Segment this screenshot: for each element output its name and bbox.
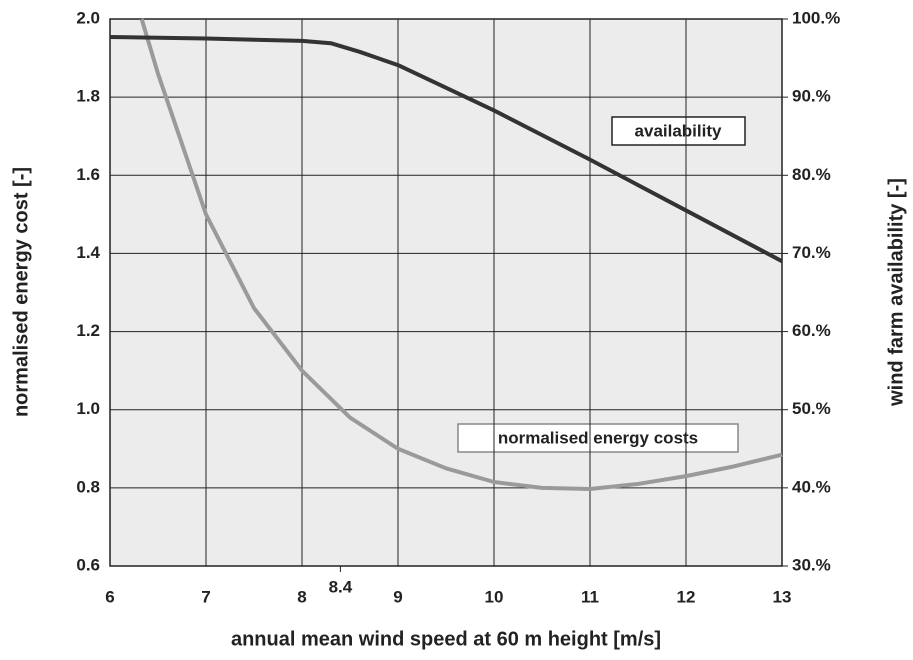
plot-area <box>109 18 783 567</box>
y-tick-label: 1.2 <box>76 321 100 340</box>
line-series <box>109 34 783 264</box>
y2-tick-label: 80.% <box>792 165 831 184</box>
y-tick-label: 1.4 <box>76 243 100 262</box>
x-tick-label: 11 <box>581 587 599 606</box>
x-tick-label: 13 <box>773 587 792 606</box>
y-tick-label: 0.8 <box>76 477 100 496</box>
y2-tick-label: 50.% <box>792 399 831 418</box>
y-axis-label: normalised energy cost [-] <box>10 167 32 417</box>
y-tick-label: 1.6 <box>76 165 100 184</box>
y-tick-label: 1.8 <box>76 87 100 106</box>
y-tick-label: 1.0 <box>76 399 100 418</box>
y2-tick-label: 40.% <box>792 477 831 496</box>
y-tick-label: 0.6 <box>76 555 100 574</box>
y2-tick-label: 70.% <box>792 243 831 262</box>
annotation: normalised energy costs <box>498 428 698 447</box>
x-tick-label: 12 <box>677 587 696 606</box>
y2-tick-label: 90.% <box>792 87 831 106</box>
x-tick-label: 7 <box>201 587 210 606</box>
annotation: availability <box>635 121 722 140</box>
x-axis-label: annual mean wind speed at 60 m height [m… <box>231 628 661 650</box>
x-tick-label: 8 <box>297 587 306 606</box>
y2-tick-label: 60.% <box>792 321 831 340</box>
x-tick-label: 6 <box>105 587 114 606</box>
y2-tick-label: 30.% <box>792 555 831 574</box>
x-tick-label: 8.4 <box>329 577 353 596</box>
x-tick-label: 9 <box>393 587 402 606</box>
y-tick-label: 2.0 <box>76 8 100 27</box>
x-tick-label: 10 <box>485 587 504 606</box>
line-series <box>139 18 783 492</box>
y2-axis-label: wind farm availability [-] <box>885 178 907 407</box>
annotation-box <box>611 116 746 146</box>
annotation-box <box>457 423 739 453</box>
y2-tick-label: 100.% <box>792 8 840 27</box>
